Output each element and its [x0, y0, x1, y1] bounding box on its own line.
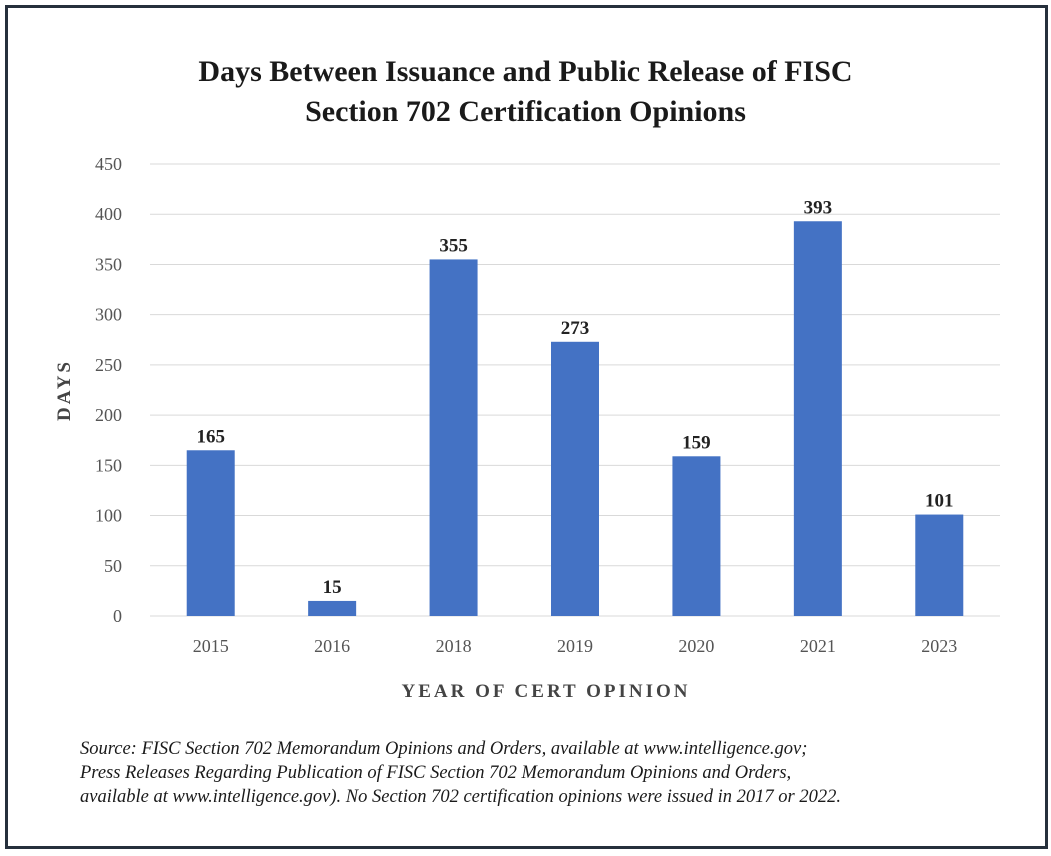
- data-label-2021: 393: [804, 197, 833, 218]
- source-note: Source: FISC Section 702 Memorandum Opin…: [80, 737, 1040, 809]
- chart-title-line-1: Days Between Issuance and Public Release…: [198, 55, 853, 88]
- chart-frame: [5, 5, 1048, 849]
- bars: [186, 221, 964, 616]
- data-label-2015: 165: [196, 426, 225, 447]
- y-tick-label: 400: [95, 204, 122, 224]
- chart-title-line-2: Section 702 Certification Opinions: [305, 95, 746, 128]
- data-label-2016: 15: [323, 577, 342, 598]
- y-tick-label: 300: [95, 305, 122, 325]
- y-tick-label: 200: [95, 405, 122, 425]
- bar-2023: [915, 514, 964, 616]
- x-tick-label-2019: 2019: [557, 636, 593, 656]
- y-tick-label: 100: [95, 506, 122, 526]
- data-label-2019: 273: [561, 318, 590, 339]
- y-tick-label: 250: [95, 355, 122, 375]
- x-tick-label-2023: 2023: [921, 636, 957, 656]
- y-tick-label: 50: [104, 556, 122, 576]
- y-tick-label: 150: [95, 455, 122, 475]
- y-axis-tick-labels: 0 50 100 150 200 250 300 350 400 450: [95, 154, 122, 626]
- y-tick-label: 0: [113, 606, 122, 626]
- data-label-2020: 159: [682, 432, 711, 453]
- x-axis-title: YEAR OF CERT OPINION: [402, 681, 691, 702]
- data-label-2018: 355: [439, 235, 468, 256]
- x-tick-label-2015: 2015: [193, 636, 229, 656]
- source-note-line-3: available at www.intelligence.gov). No S…: [80, 787, 841, 807]
- bar-2021: [793, 221, 842, 616]
- bar-2019: [551, 341, 599, 616]
- x-tick-label-2021: 2021: [800, 636, 836, 656]
- y-tick-label: 350: [95, 254, 122, 274]
- y-axis-title: DAYS: [54, 359, 75, 421]
- data-label-2023: 101: [925, 491, 954, 512]
- x-axis-tick-labels: 2015 2016 2018 2019 2020 2021 2023: [193, 636, 958, 656]
- bar-2016: [308, 600, 357, 616]
- bar-2015: [186, 450, 235, 616]
- data-labels: 165 15 355 273 159 393 101: [196, 197, 953, 598]
- y-tick-label: 450: [95, 154, 122, 174]
- bar-2020: [672, 456, 721, 616]
- source-note-line-2: Press Releases Regarding Publication of …: [80, 763, 792, 783]
- x-tick-label-2018: 2018: [436, 636, 472, 656]
- x-tick-label-2016: 2016: [314, 636, 350, 656]
- bar-2018: [429, 259, 478, 616]
- x-tick-label-2020: 2020: [678, 636, 714, 656]
- chart-title: Days Between Issuance and Public Release…: [0, 52, 1051, 132]
- source-note-line-1: Source: FISC Section 702 Memorandum Opin…: [80, 739, 808, 759]
